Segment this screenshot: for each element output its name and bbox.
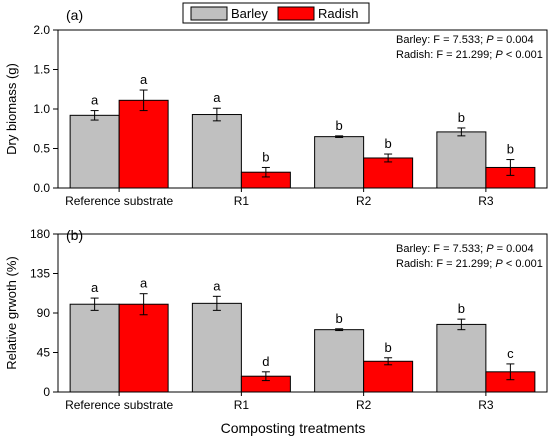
x-tick-label: Reference substrate	[65, 194, 173, 208]
y-axis-label: Relative grwoth (%)	[4, 256, 19, 369]
y-tick-label: 0	[43, 385, 50, 399]
bar-radish	[363, 360, 414, 393]
significance-letter: c	[507, 346, 514, 361]
legend: Barley Radish	[182, 2, 370, 24]
significance-letter: a	[140, 72, 148, 87]
significance-letter: a	[91, 93, 99, 108]
bar-radish	[118, 99, 169, 189]
y-tick-label: 0.5	[33, 142, 50, 156]
x-tick-label: R3	[478, 398, 494, 412]
significance-letter: b	[336, 118, 343, 133]
y-axis-label: Dry biomass (g)	[4, 63, 19, 155]
significance-letter: a	[213, 90, 221, 105]
stats-barley: Barley: F = 7.533; P = 0.004	[396, 243, 534, 255]
stats-radish: Radish: F = 21.299; P < 0.001	[396, 258, 543, 270]
x-tick-label: Reference substrate	[65, 398, 173, 412]
stats-barley: Barley: F = 7.533; P = 0.004	[396, 34, 534, 46]
significance-letter: b	[458, 301, 465, 316]
significance-letter: b	[385, 136, 392, 151]
y-tick-label: 1.5	[33, 63, 50, 77]
panel-label: (a)	[66, 7, 83, 23]
bar-barley	[436, 131, 487, 189]
y-tick-label: 0.0	[33, 181, 50, 195]
legend-swatch-radish	[277, 6, 315, 21]
y-tick-label: 45	[37, 346, 51, 360]
bar-barley	[191, 114, 242, 189]
x-tick-label: R1	[234, 194, 250, 208]
bar-barley	[69, 114, 120, 189]
y-tick-label: 2.0	[33, 23, 50, 37]
x-tick-label: R3	[478, 194, 494, 208]
bar-radish	[363, 157, 414, 189]
significance-letter: a	[213, 278, 221, 293]
bar-barley	[314, 329, 365, 393]
panel-a: (a) Dry biomass (g) Barley: F = 7.533; P…	[4, 7, 548, 208]
bar-barley	[69, 303, 120, 393]
significance-letter: d	[262, 354, 269, 369]
legend-swatch-barley	[190, 6, 228, 21]
significance-letter: a	[140, 276, 148, 291]
legend-box	[182, 2, 370, 24]
y-tick-label: 135	[30, 267, 50, 281]
x-tick-label: R2	[356, 194, 372, 208]
stats-radish: Radish: F = 21.299; P < 0.001	[396, 49, 543, 61]
significance-letter: b	[458, 110, 465, 125]
legend-label-radish: Radish	[318, 6, 358, 21]
panel-label: (b)	[66, 227, 83, 243]
panel-b: (b) Relative grwoth (%) Barley: F = 7.53…	[4, 227, 548, 412]
bar-radish	[118, 303, 169, 393]
bar-barley	[436, 323, 487, 393]
significance-letter: b	[336, 311, 343, 326]
y-tick-label: 1.0	[33, 102, 50, 116]
bar-barley	[314, 136, 365, 189]
x-axis-title: Composting treatments	[221, 420, 366, 436]
x-tick-label: R2	[356, 398, 372, 412]
significance-letter: b	[385, 340, 392, 355]
bar-barley	[191, 302, 242, 393]
y-tick-label: 90	[37, 306, 51, 320]
legend-label-barley: Barley	[231, 6, 268, 21]
significance-letter: a	[91, 280, 99, 295]
x-tick-label: R1	[234, 398, 250, 412]
y-tick-label: 180	[30, 227, 50, 241]
significance-letter: b	[507, 142, 514, 157]
significance-letter: b	[262, 149, 269, 164]
